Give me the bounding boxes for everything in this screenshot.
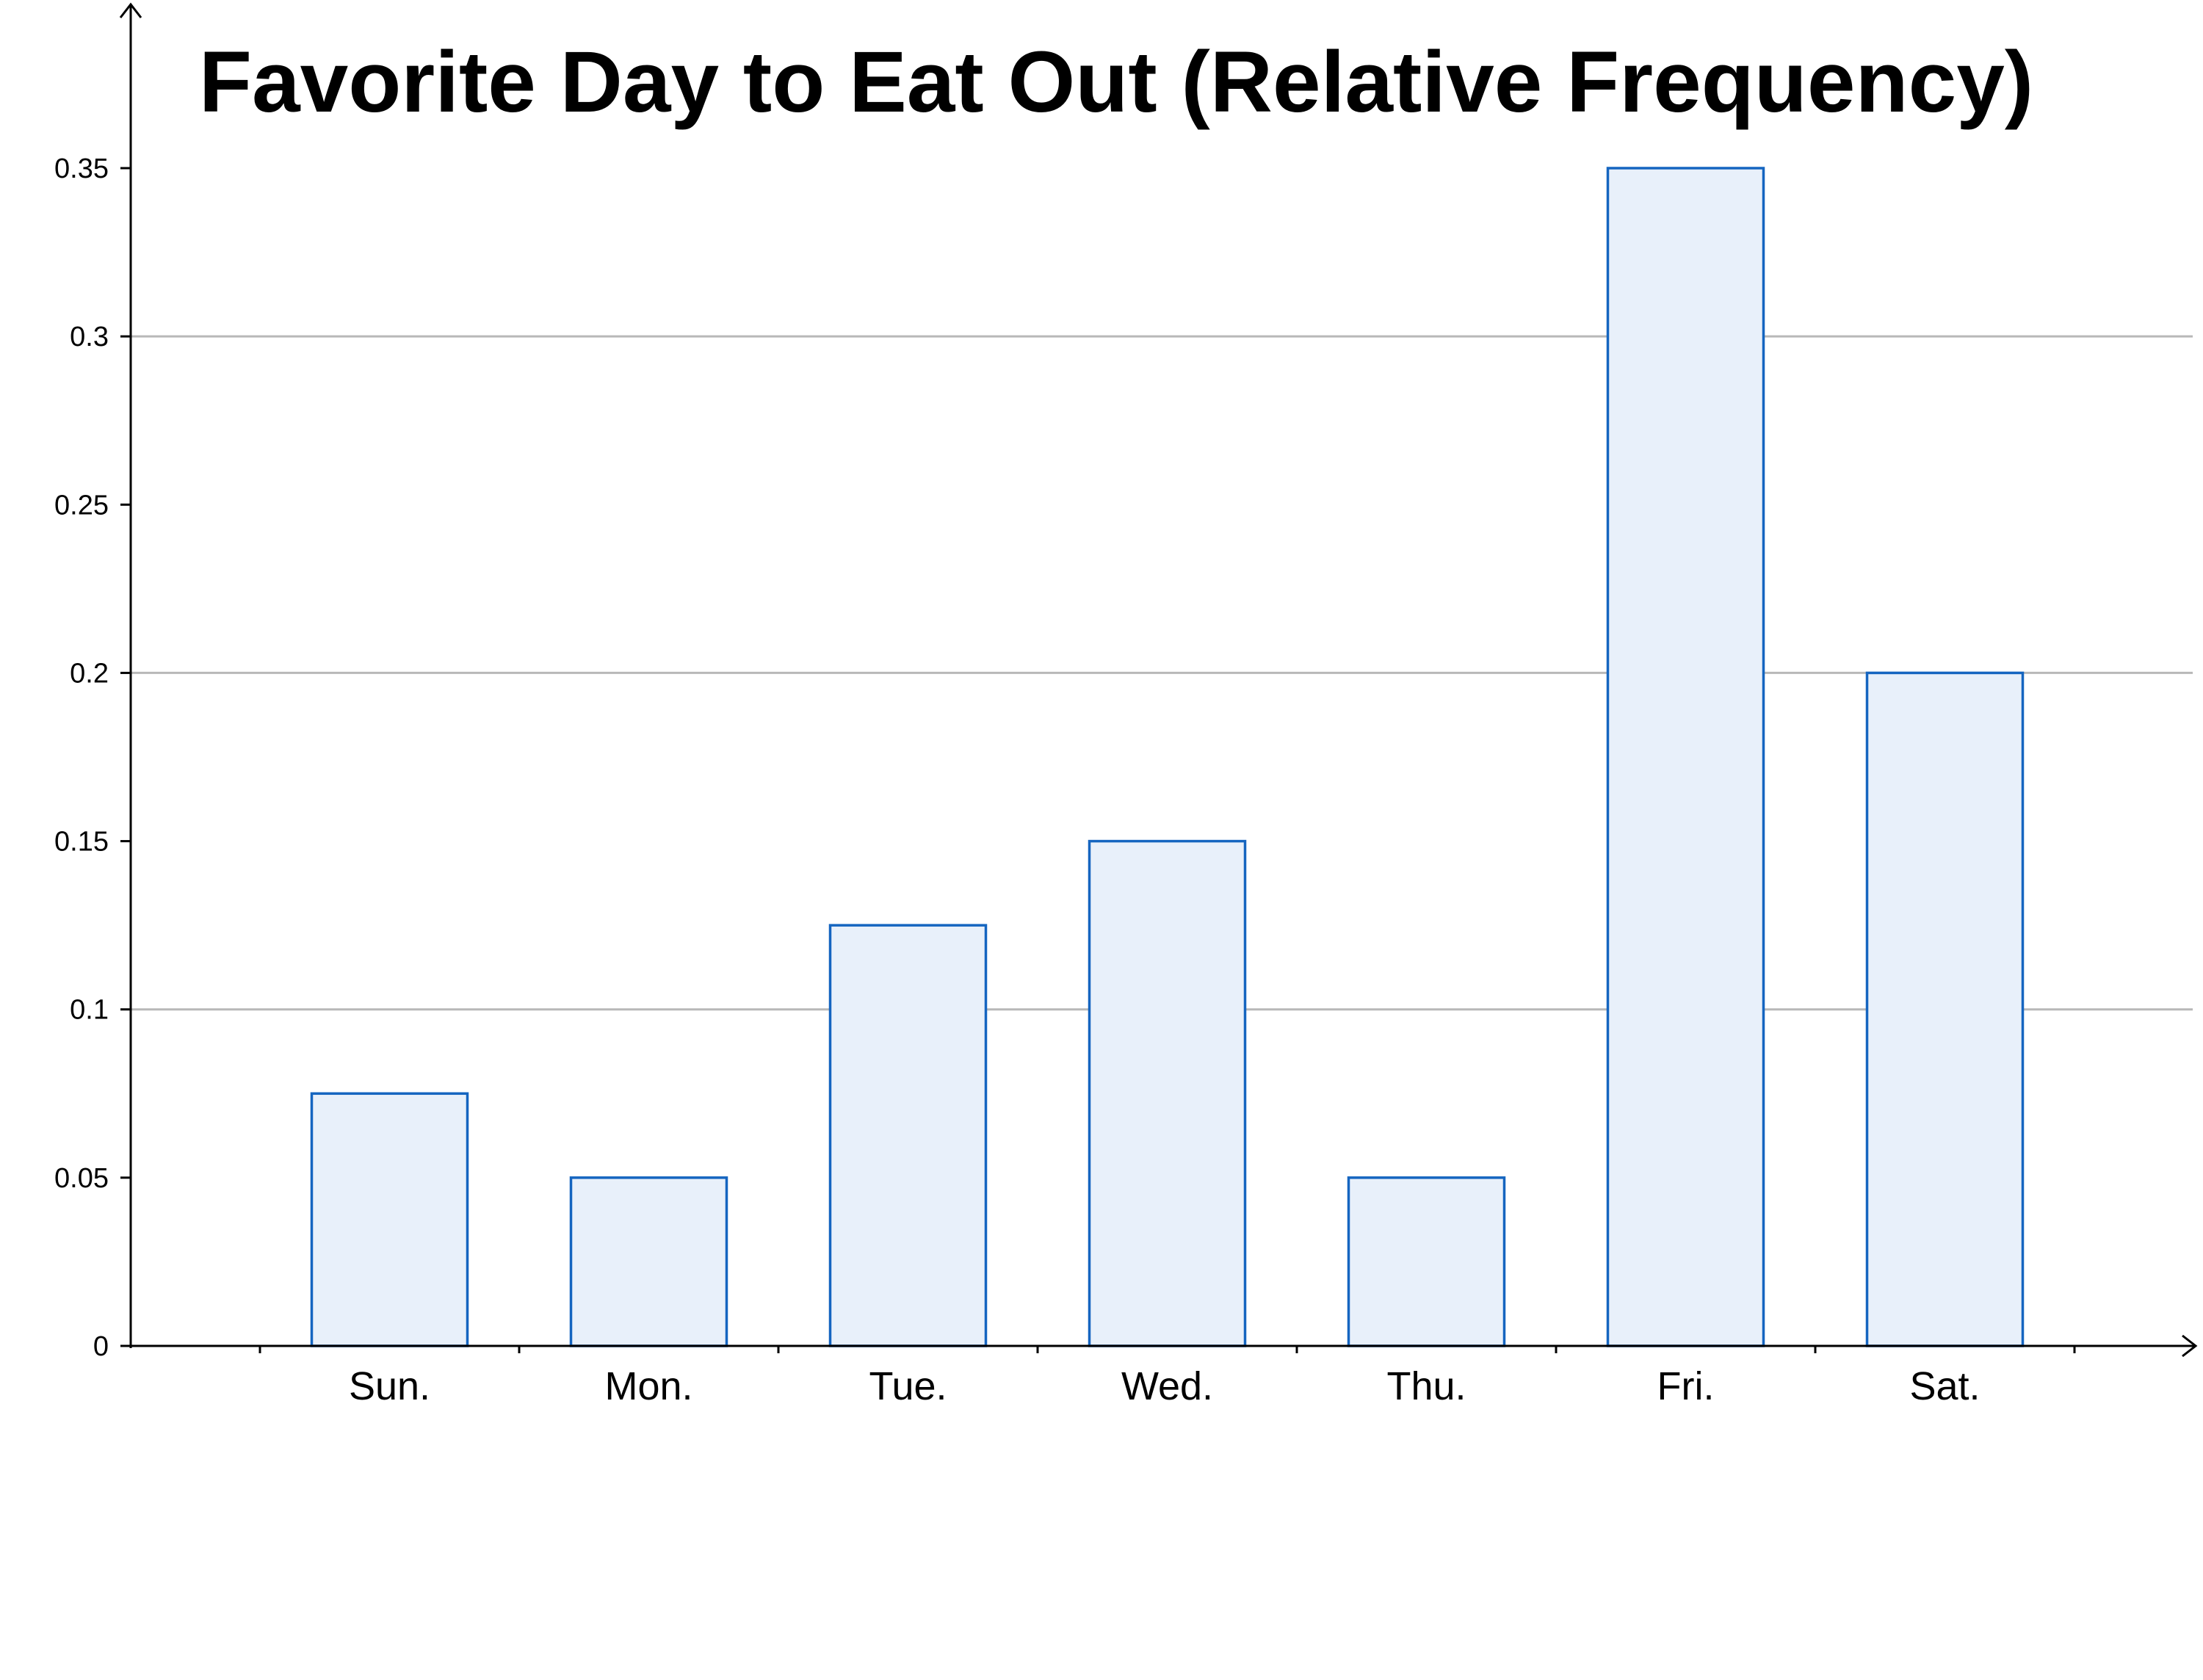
y-tick-label: 0.3 [70,322,109,352]
x-axis-arrowhead [2182,1334,2198,1358]
x-ticks: Sun. Mon. Tue. Wed. Thu. Fri. Sat. [258,1346,2076,1408]
x-tick-label: Sun. [349,1364,430,1408]
y-tick-label: 0.35 [54,153,109,184]
bar-fri [1606,167,1765,1347]
y-axis-arrowhead [119,2,142,18]
y-tick-label: 0 [93,1331,109,1362]
x-tick-label: Mon. [604,1364,692,1408]
y-tick-label: 0.1 [70,995,109,1026]
bar-sat [1865,671,2025,1347]
x-tick-label: Tue. [869,1364,947,1408]
y-tick-label: 0.05 [54,1163,109,1194]
y-tick-label: 0.15 [54,827,109,858]
x-tick-label: Sat. [1909,1364,1980,1408]
bar-thu [1347,1176,1506,1347]
bar-tue [828,924,988,1347]
x-tick-label: Thu. [1386,1364,1466,1408]
bar-wed [1088,839,1247,1347]
bar-sun [310,1092,469,1347]
axes [119,2,2198,1358]
y-tick-label: 0.25 [54,490,109,521]
y-ticks: 0 0.05 0.1 0.15 0.2 0.25 0.3 0.35 [54,153,131,1362]
x-tick-label: Fri. [1657,1364,1715,1408]
x-tick-label: Wed. [1121,1364,1213,1408]
bar-mon [569,1176,728,1347]
bars [310,167,2025,1347]
chart-title: Favorite Day to Eat Out (Relative Freque… [199,34,2033,131]
y-tick-label: 0.2 [70,658,109,689]
